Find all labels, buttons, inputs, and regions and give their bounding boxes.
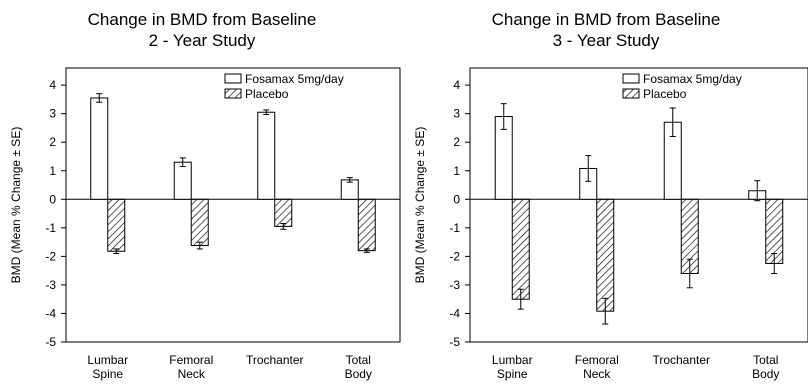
bar-placebo bbox=[274, 198, 293, 227]
bar-fosamax bbox=[340, 179, 359, 200]
x-tick-label: Neck bbox=[178, 367, 206, 381]
y-tick-label: -1 bbox=[449, 221, 460, 235]
y-tick-label: 0 bbox=[49, 192, 56, 206]
x-tick-label: Lumbar bbox=[492, 353, 533, 367]
chart-plot-3-year: 4 3 2 1 0 -1 -2 -3 -4 -5 BMD (Mean % Change ± SE) L… bbox=[413, 67, 808, 381]
y-tick-label: -5 bbox=[449, 335, 460, 349]
bar-placebo bbox=[596, 198, 615, 312]
legend-swatch bbox=[224, 73, 242, 84]
plot-frame bbox=[469, 67, 808, 343]
y-tick-label: 2 bbox=[453, 135, 460, 149]
x-tick-label: Total bbox=[346, 353, 371, 367]
y-tick-label: 1 bbox=[453, 164, 460, 178]
bar-placebo bbox=[190, 198, 209, 247]
chart-title: Change in BMD from Baseline bbox=[491, 10, 721, 29]
chart-plot-2-year: 4 3 2 1 0 -1 -2 -3 -4 -5 BMD (Mean % Change ± SE) L… bbox=[9, 67, 401, 381]
x-tick-label: Femoral bbox=[575, 353, 619, 367]
chart-title: Change in BMD from Baseline bbox=[87, 10, 317, 29]
bar-placebo bbox=[107, 198, 126, 252]
y-tick-label: -5 bbox=[45, 335, 56, 349]
legend-label: Placebo bbox=[643, 87, 687, 101]
y-tick-label: -4 bbox=[45, 306, 56, 320]
chart-panel-3-year: Change in BMD from Baseline 3 - Year Stu… bbox=[404, 0, 808, 388]
legend-swatch bbox=[622, 73, 640, 84]
y-tick-label: 2 bbox=[49, 135, 56, 149]
y-tick-label: -2 bbox=[45, 249, 56, 263]
x-tick-label: Body bbox=[345, 367, 372, 381]
x-tick-label: Body bbox=[752, 367, 779, 381]
bar-fosamax bbox=[257, 111, 276, 200]
y-tick-label: -3 bbox=[45, 278, 56, 292]
legend-label: Fosamax 5mg/day bbox=[643, 72, 742, 86]
y-tick-label: -3 bbox=[449, 278, 460, 292]
bar-fosamax bbox=[173, 161, 192, 200]
bar-placebo bbox=[357, 198, 376, 252]
y-axis-label: BMD (Mean % Change ± SE) bbox=[9, 127, 23, 284]
x-tick-label: Spine bbox=[497, 367, 528, 381]
x-tick-label: Total bbox=[753, 353, 778, 367]
y-tick-label: 4 bbox=[49, 78, 56, 92]
x-tick-label: Femoral bbox=[169, 353, 213, 367]
chart-panel-2-year: Change in BMD from Baseline 2 - Year Stu… bbox=[9, 10, 401, 381]
x-tick-label: Trochanter bbox=[246, 353, 304, 367]
x-tick-label: Spine bbox=[92, 367, 123, 381]
y-tick-label: -4 bbox=[449, 306, 460, 320]
chart-subtitle: 2 - Year Study bbox=[148, 31, 256, 50]
y-tick-label: -2 bbox=[449, 249, 460, 263]
bar-placebo bbox=[511, 198, 530, 300]
legend-swatch bbox=[224, 88, 242, 99]
legend-label: Fosamax 5mg/day bbox=[245, 72, 344, 86]
y-tick-label: 3 bbox=[49, 107, 56, 121]
y-tick-label: -1 bbox=[45, 221, 56, 235]
x-tick-label: Trochanter bbox=[652, 353, 710, 367]
y-tick-label: 4 bbox=[453, 78, 460, 92]
x-tick-label: Neck bbox=[583, 367, 611, 381]
plot-frame bbox=[65, 67, 401, 343]
x-tick-label: Lumbar bbox=[87, 353, 128, 367]
chart-subtitle: 3 - Year Study bbox=[552, 31, 660, 50]
y-tick-label: 0 bbox=[453, 192, 460, 206]
y-tick-label: 3 bbox=[453, 107, 460, 121]
y-axis-label: BMD (Mean % Change ± SE) bbox=[413, 127, 427, 284]
bar-fosamax bbox=[90, 97, 109, 200]
y-tick-label: 1 bbox=[49, 164, 56, 178]
legend-label: Placebo bbox=[245, 87, 289, 101]
legend-swatch bbox=[622, 88, 640, 99]
